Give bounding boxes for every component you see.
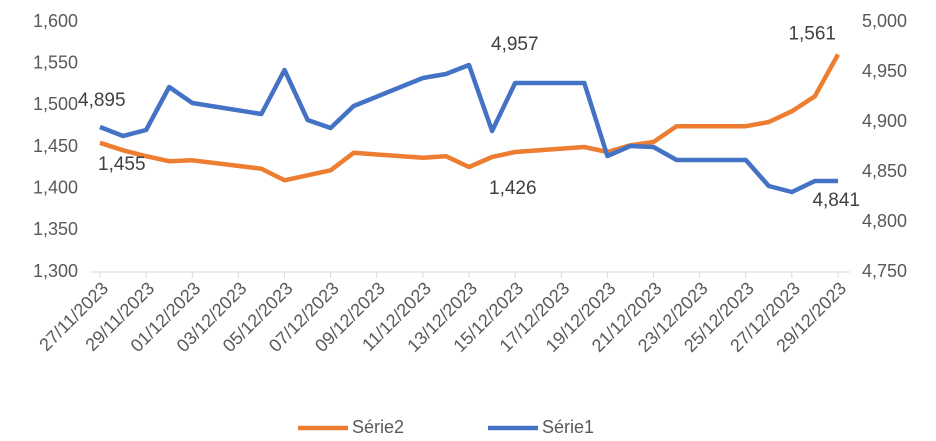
- series-line: [99, 62, 838, 195]
- y-tick-label: 1,450: [33, 136, 78, 156]
- y2-tick-label: 4,750: [862, 261, 907, 281]
- series-line: [99, 53, 840, 183]
- y2-tick-label: 4,900: [862, 111, 907, 131]
- data-label: 1,426: [489, 178, 537, 199]
- legend-label: Série1: [542, 417, 594, 437]
- y-tick-label: 1,550: [33, 52, 78, 72]
- data-label: 4,895: [78, 90, 126, 111]
- y2-tick-label: 5,000: [862, 11, 907, 31]
- y2-tick-label: 4,950: [862, 61, 907, 81]
- data-label: 4,841: [812, 190, 860, 211]
- y-tick-label: 1,500: [33, 94, 78, 114]
- data-label: 1,561: [788, 24, 836, 45]
- data-label: 4,957: [491, 34, 539, 55]
- legend-label: Série2: [352, 417, 404, 437]
- y-tick-label: 1,600: [33, 11, 78, 31]
- y-tick-label: 1,300: [33, 261, 78, 281]
- y-tick-label: 1,400: [33, 177, 78, 197]
- y2-tick-label: 4,850: [862, 161, 907, 181]
- y2-tick-label: 4,800: [862, 211, 907, 231]
- y-tick-label: 1,350: [33, 219, 78, 239]
- data-label: 1,455: [98, 154, 146, 175]
